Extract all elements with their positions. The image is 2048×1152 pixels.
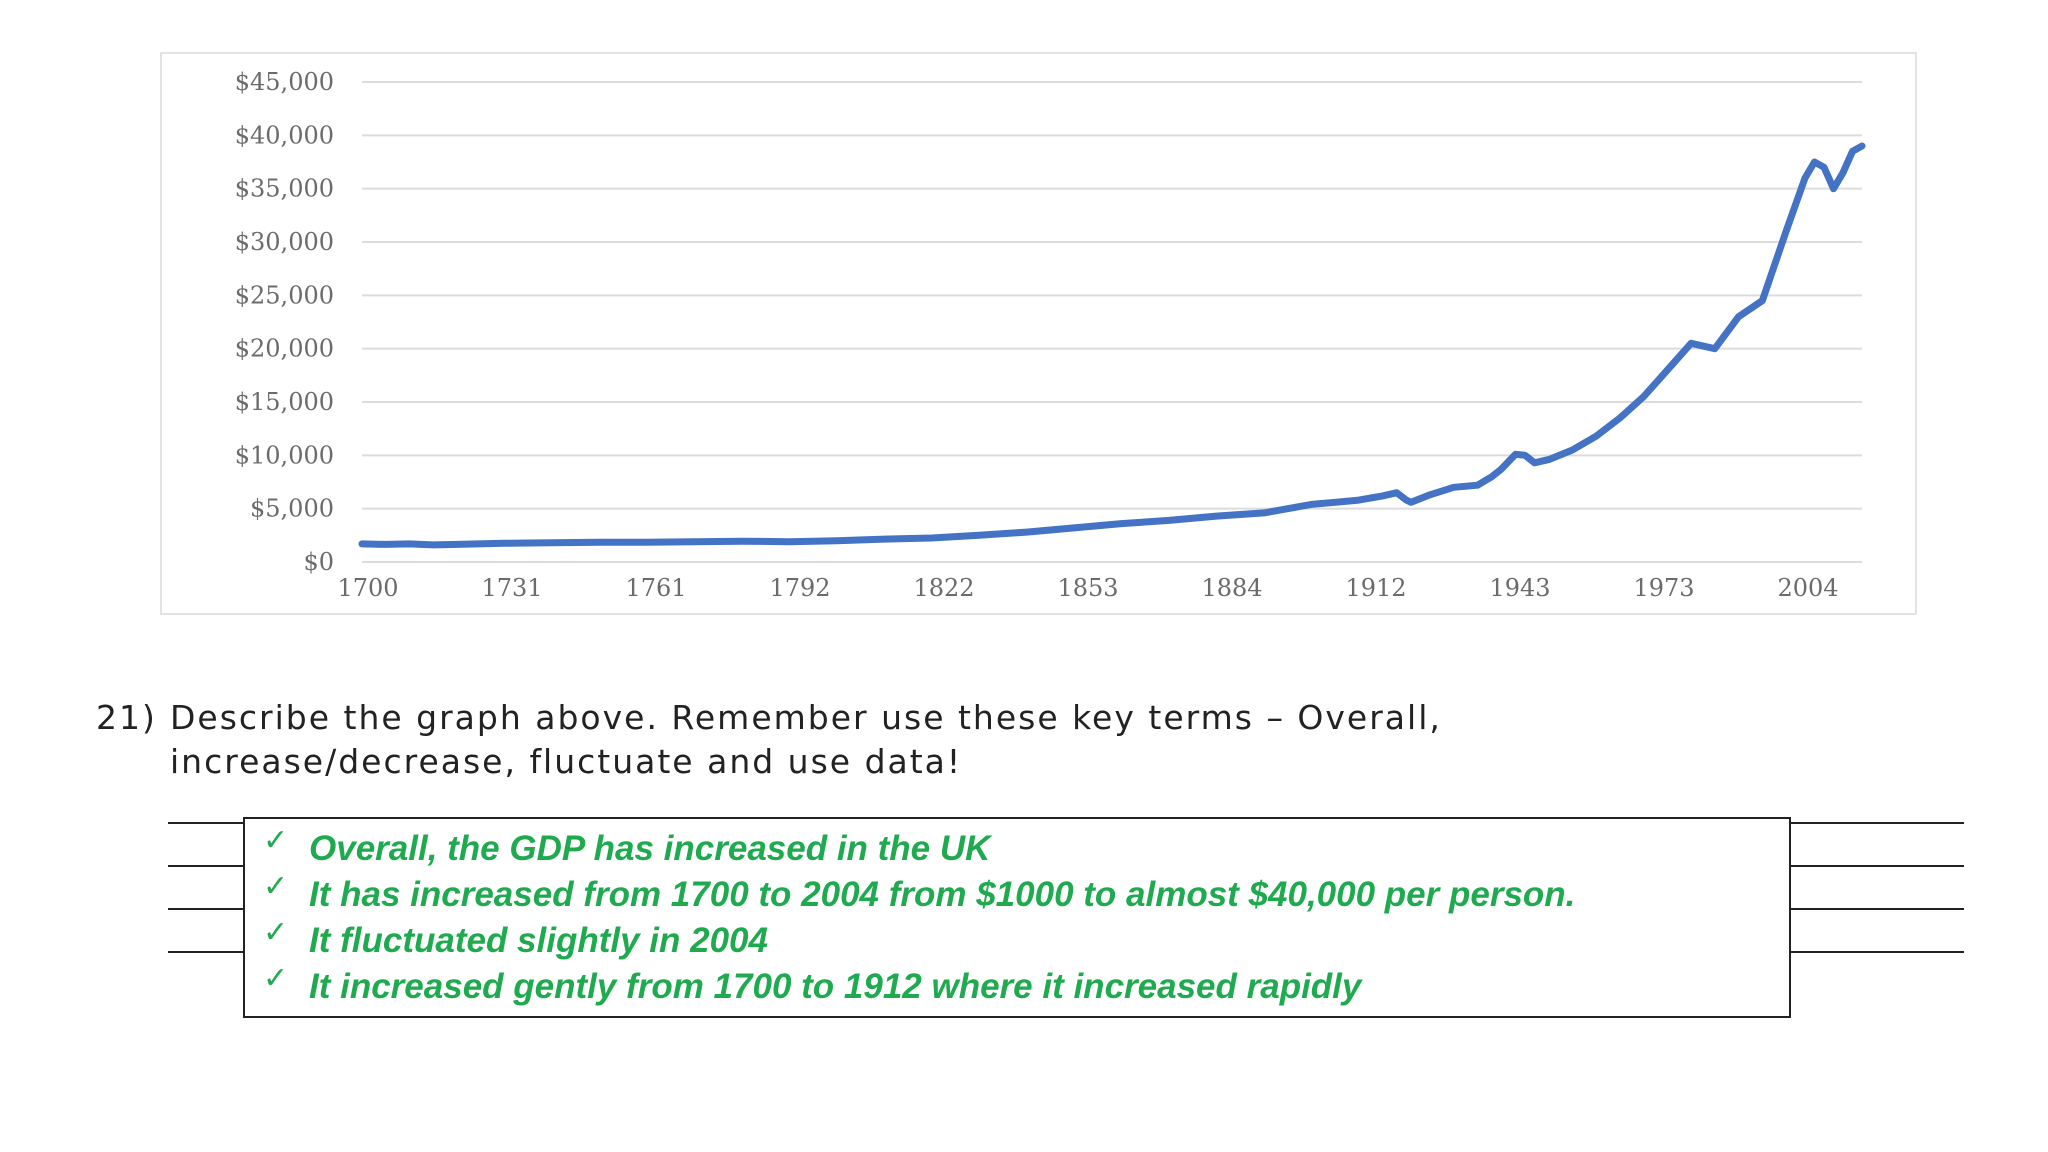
- x-tick-label: 1792: [769, 574, 830, 602]
- gdp-series-line: [358, 142, 1866, 549]
- y-tick-label: $10,000: [235, 441, 334, 469]
- writing-line-right-1: [1790, 822, 1964, 824]
- x-tick-label: 1973: [1633, 574, 1694, 602]
- gridlines: [362, 81, 1862, 563]
- question-line-1: Describe the graph above. Remember use t…: [170, 698, 1442, 737]
- check-icon: ✓: [263, 961, 289, 996]
- answer-item-4: ✓ It increased gently from 1700 to 1912 w…: [263, 961, 1362, 1007]
- writing-line-right-3: [1790, 908, 1964, 910]
- x-tick-label: 1731: [481, 574, 542, 602]
- answer-item-1: ✓ Overall, the GDP has increased in the U…: [263, 823, 991, 869]
- check-icon: ✓: [263, 823, 289, 858]
- answer-text-2: It has increased from 1700 to 2004 from …: [309, 875, 1576, 914]
- answer-text-3: It fluctuated slightly in 2004: [309, 921, 768, 960]
- question-21: 21) Describe the graph above. Remember us…: [96, 696, 1796, 784]
- writing-line-left-2: [168, 865, 244, 867]
- series-line-layer: [358, 142, 1866, 549]
- answer-text-1: Overall, the GDP has increased in the UK: [309, 829, 991, 868]
- x-tick-label: 1912: [1345, 574, 1406, 602]
- x-tick-label: 1700: [337, 574, 398, 602]
- writing-line-right-2: [1790, 865, 1964, 867]
- y-axis-tick-labels: $0 $5,000 $10,000 $15,000 $20,000 $25,000 $30,…: [235, 68, 334, 576]
- y-tick-label: $15,000: [235, 388, 334, 416]
- x-tick-label: 1822: [913, 574, 974, 602]
- answer-text-4: It increased gently from 1700 to 1912 wh…: [309, 967, 1362, 1006]
- question-number: 21): [96, 698, 157, 737]
- x-tick-label: 1853: [1057, 574, 1118, 602]
- writing-line-left-3: [168, 908, 244, 910]
- x-tick-label: 1943: [1489, 574, 1550, 602]
- writing-line-right-4: [1790, 951, 1964, 953]
- gdp-chart-svg: $0 $5,000 $10,000 $15,000 $20,000 $25,000 $30,…: [235, 68, 1866, 602]
- writing-line-left-1: [168, 822, 244, 824]
- check-icon: ✓: [263, 869, 289, 904]
- gdp-chart: $0 $5,000 $10,000 $15,000 $20,000 $25,000 $30,…: [160, 52, 1917, 615]
- question-line-2: increase/decrease, fluctuate and use dat…: [170, 742, 963, 781]
- y-tick-label: $30,000: [235, 228, 334, 256]
- check-icon: ✓: [263, 915, 289, 950]
- answer-item-2: ✓ It has increased from 1700 to 2004 from…: [263, 869, 1576, 915]
- x-tick-label: 2004: [1777, 574, 1838, 602]
- y-tick-label: $25,000: [235, 281, 334, 309]
- x-tick-label: 1761: [625, 574, 686, 602]
- writing-line-left-4: [168, 951, 244, 953]
- y-tick-label: $45,000: [235, 68, 334, 96]
- answer-item-3: ✓ It fluctuated slightly in 2004: [263, 915, 768, 961]
- x-axis-tick-labels: 1700 1731 1761 1792 1822 1853 1884 1912 1943 1973…: [337, 574, 1838, 602]
- y-tick-label: $35,000: [235, 175, 334, 203]
- x-tick-label: 1884: [1201, 574, 1262, 602]
- y-tick-label: $40,000: [235, 121, 334, 149]
- y-tick-label: $0: [303, 548, 334, 576]
- y-tick-label: $5,000: [250, 495, 334, 523]
- y-tick-label: $20,000: [235, 335, 334, 363]
- answer-box: ✓ Overall, the GDP has increased in the U…: [243, 817, 1791, 1018]
